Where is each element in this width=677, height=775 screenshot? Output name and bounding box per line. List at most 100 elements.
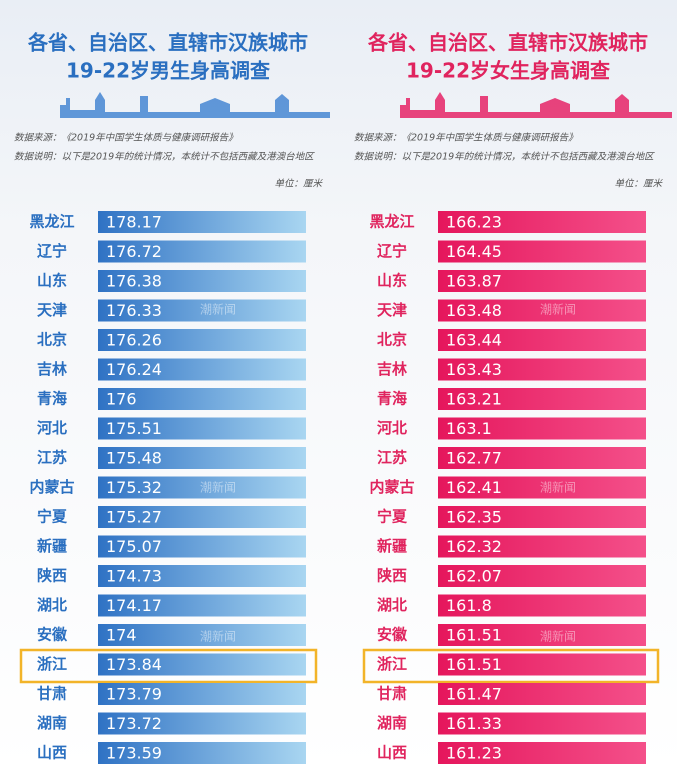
height-value: 175.51 <box>106 419 162 438</box>
height-value: 161.51 <box>446 655 502 674</box>
bar <box>438 329 646 351</box>
province: 天津 <box>377 301 407 319</box>
watermark: 潮新闻 <box>200 302 236 317</box>
height-value: 162.77 <box>446 449 502 468</box>
height-value: 176.38 <box>106 272 162 291</box>
bar <box>438 388 646 410</box>
bar <box>98 506 306 528</box>
province: 吉林 <box>37 360 68 378</box>
bar <box>98 358 306 381</box>
bar <box>438 447 646 469</box>
height-value: 176.24 <box>106 360 162 379</box>
highlight-box <box>19 648 318 684</box>
bar <box>438 299 646 322</box>
bar <box>98 447 306 469</box>
province: 江苏 <box>37 449 67 467</box>
bar <box>98 388 306 410</box>
height-value: 176.26 <box>106 331 162 350</box>
province: 宁夏 <box>37 508 68 526</box>
bar <box>438 358 646 381</box>
province: 浙江 <box>377 655 407 673</box>
province: 湖北 <box>377 596 407 614</box>
bar <box>98 329 306 351</box>
province: 黑龙江 <box>369 213 414 231</box>
height-value: 175.48 <box>106 449 162 468</box>
province: 河北 <box>377 419 407 437</box>
bar <box>438 535 646 558</box>
province: 青海 <box>377 390 407 408</box>
province: 新疆 <box>377 537 407 555</box>
height-value: 162.35 <box>446 508 502 527</box>
panel-title: 19-22岁女生身高调查 <box>406 59 610 83</box>
bar <box>98 299 306 322</box>
province: 黑龙江 <box>29 213 74 231</box>
province: 江苏 <box>377 449 407 467</box>
height-value: 163.21 <box>446 390 502 409</box>
province: 湖南 <box>37 714 67 732</box>
bar <box>438 417 646 440</box>
height-value: 163.87 <box>446 272 502 291</box>
province: 辽宁 <box>377 242 407 260</box>
province: 甘肃 <box>377 685 407 703</box>
height-value: 176 <box>106 390 137 409</box>
bar <box>438 270 646 292</box>
bar <box>98 594 306 617</box>
bar <box>98 417 306 440</box>
bar <box>98 240 306 263</box>
province: 辽宁 <box>37 242 67 260</box>
province: 浙江 <box>37 655 67 673</box>
bar <box>438 624 646 646</box>
bar <box>98 476 306 499</box>
bar <box>438 506 646 528</box>
source: 数据来源：《2019年中国学生体质与健康调研报告》 <box>14 132 238 144</box>
province: 山东 <box>37 272 67 290</box>
watermark: 潮新闻 <box>540 302 576 317</box>
note: 数据说明：以下是2019年的统计情况，本统计不包括西藏及港澳台地区 <box>14 151 315 163</box>
height-value: 161.8 <box>446 596 492 615</box>
bar <box>438 683 646 705</box>
province: 山西 <box>377 744 407 762</box>
height-value: 173.84 <box>106 655 162 674</box>
unit: 单位：厘米 <box>274 178 323 190</box>
province: 陕西 <box>377 567 407 585</box>
height-value: 178.17 <box>106 213 162 232</box>
province: 吉林 <box>377 360 408 378</box>
height-value: 164.45 <box>446 242 502 261</box>
skyline <box>5 92 672 118</box>
panel-title: 各省、自治区、直辖市汉族城市 <box>367 31 648 55</box>
watermark: 潮新闻 <box>200 629 236 644</box>
province: 北京 <box>377 331 407 349</box>
height-value: 174.73 <box>106 567 162 586</box>
bar <box>98 211 306 233</box>
bar <box>98 742 306 764</box>
height-value: 174 <box>106 626 137 645</box>
province: 宁夏 <box>377 508 408 526</box>
province: 安徽 <box>37 626 68 644</box>
bar <box>98 712 306 735</box>
height-value: 161.23 <box>446 744 502 763</box>
height-value: 162.32 <box>446 537 502 556</box>
height-value: 161.51 <box>446 626 502 645</box>
bar <box>438 476 646 499</box>
bar <box>438 565 646 587</box>
bar <box>98 653 306 676</box>
bar <box>98 535 306 558</box>
height-value: 163.48 <box>446 301 502 320</box>
province: 内蒙古 <box>29 478 74 496</box>
province: 北京 <box>37 331 67 349</box>
province: 陕西 <box>37 567 67 585</box>
bar <box>438 712 646 735</box>
height-value: 163.44 <box>446 331 502 350</box>
source: 数据来源：《2019年中国学生体质与健康调研报告》 <box>354 132 578 144</box>
height-value: 162.07 <box>446 567 502 586</box>
height-value: 173.72 <box>106 714 162 733</box>
province: 山西 <box>37 744 67 762</box>
province: 湖南 <box>377 714 407 732</box>
height-value: 175.07 <box>106 537 162 556</box>
province: 山东 <box>377 272 407 290</box>
province: 湖北 <box>37 596 67 614</box>
bar <box>98 683 306 705</box>
watermark: 潮新闻 <box>540 629 576 644</box>
height-value: 161.47 <box>446 685 502 704</box>
